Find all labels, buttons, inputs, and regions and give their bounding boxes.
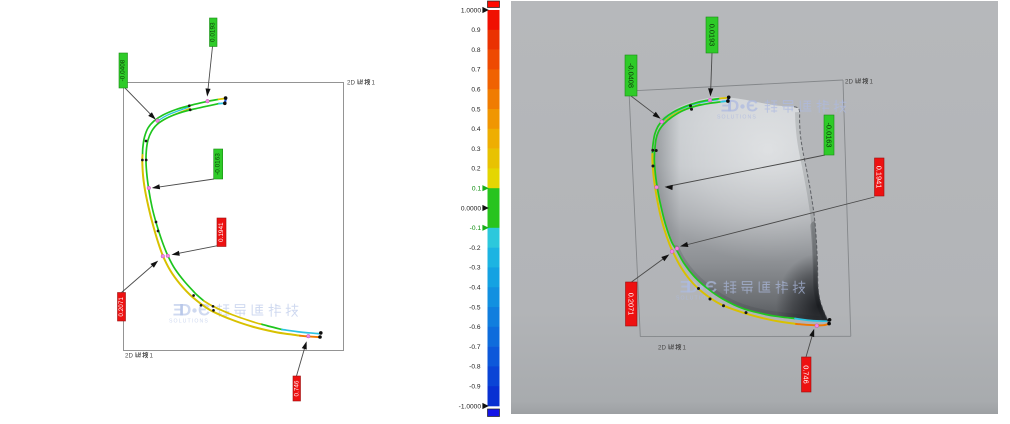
svg-text:-0.2: -0.2 [469, 245, 481, 252]
svg-text:E: E [721, 97, 732, 116]
svg-text:D: D [179, 301, 191, 320]
svg-text:-0.7: -0.7 [469, 344, 481, 351]
svg-text:0.2071: 0.2071 [627, 293, 636, 316]
svg-text:0.6: 0.6 [471, 87, 480, 94]
svg-text:0.746: 0.746 [293, 380, 300, 396]
svg-text:1: 1 [372, 80, 376, 87]
svg-text:0.7: 0.7 [471, 67, 480, 74]
svg-text:0.5: 0.5 [471, 106, 480, 113]
svg-text:SOLUTIONS: SOLUTIONS [676, 296, 716, 302]
svg-text:-0.4: -0.4 [469, 285, 481, 292]
svg-text:-0.6: -0.6 [469, 324, 481, 331]
svg-text:2D: 2D [658, 345, 666, 352]
svg-text:-0.3: -0.3 [469, 265, 481, 272]
svg-text:-0.9: -0.9 [469, 384, 481, 391]
svg-text:1: 1 [683, 345, 687, 352]
svg-text:-0.8: -0.8 [469, 364, 481, 371]
svg-text:Є: Є [746, 97, 758, 116]
svg-text:0.9: 0.9 [471, 27, 480, 34]
svg-text:0.0193: 0.0193 [210, 22, 217, 42]
svg-text:0.8: 0.8 [471, 47, 480, 54]
svg-text:0.2: 0.2 [471, 166, 480, 173]
svg-text:2D: 2D [845, 79, 853, 86]
svg-text:0.2071: 0.2071 [118, 297, 125, 317]
svg-text:-0.0163: -0.0163 [825, 122, 834, 147]
svg-text:0.3: 0.3 [471, 146, 480, 153]
svg-text:-0.0163: -0.0163 [215, 153, 222, 175]
svg-text:0.1941: 0.1941 [218, 222, 225, 242]
svg-text:-1.0000: -1.0000 [459, 403, 482, 410]
svg-text:1: 1 [870, 79, 874, 86]
svg-text:E: E [173, 301, 184, 320]
svg-text:-0.1: -0.1 [470, 225, 482, 232]
svg-text:0.746: 0.746 [802, 365, 811, 384]
svg-text:1: 1 [150, 353, 154, 360]
svg-text:D: D [686, 278, 698, 297]
svg-text:SOLUTIONS: SOLUTIONS [717, 115, 757, 121]
svg-text:0.1: 0.1 [472, 186, 481, 193]
svg-text:-0.0408: -0.0408 [627, 63, 636, 88]
svg-text:D: D [727, 97, 739, 116]
svg-text:SOLUTIONS: SOLUTIONS [169, 319, 209, 325]
svg-text:2D: 2D [347, 80, 355, 87]
svg-text:2D: 2D [125, 353, 133, 360]
svg-text:0.0193: 0.0193 [708, 24, 717, 47]
svg-text:-0.0408: -0.0408 [120, 59, 127, 81]
svg-text:0.1941: 0.1941 [875, 166, 884, 189]
svg-text:E: E [680, 278, 691, 297]
svg-text:1.0000: 1.0000 [461, 7, 482, 14]
svg-text:-0.5: -0.5 [469, 304, 481, 311]
svg-text:Є: Є [705, 278, 717, 297]
svg-text:0.4: 0.4 [471, 126, 480, 133]
svg-text:0.0000: 0.0000 [461, 205, 482, 212]
